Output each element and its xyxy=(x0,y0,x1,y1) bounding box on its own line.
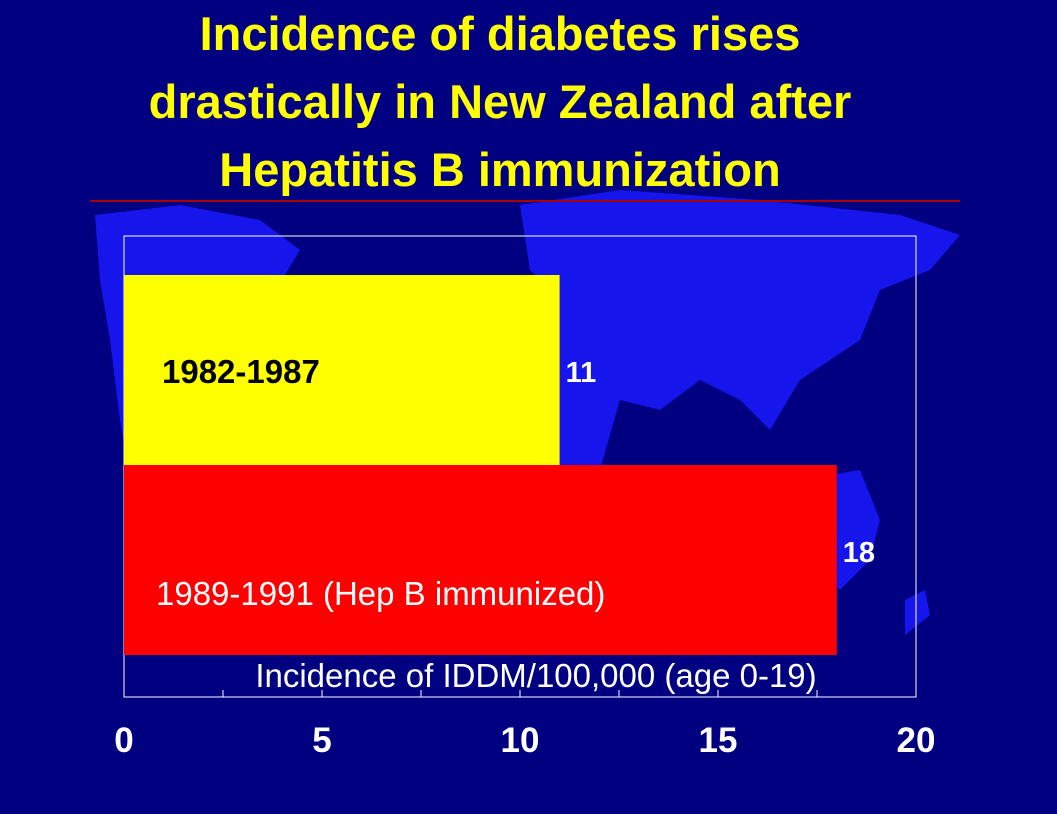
x-tick-label: 0 xyxy=(114,721,133,760)
x-tick-label: 5 xyxy=(312,721,331,760)
bar xyxy=(124,465,837,655)
x-axis-label: Incidence of IDDM/100,000 (age 0-19) xyxy=(255,657,816,694)
title-line-1: Incidence of diabetes rises xyxy=(199,7,801,60)
map-europe-asia xyxy=(520,190,960,430)
category-label: 1989-1991 (Hep B immunized) xyxy=(156,575,605,612)
x-tick-label: 10 xyxy=(501,721,540,760)
x-tick-label: 20 xyxy=(897,721,936,760)
map-new-zealand xyxy=(905,590,930,635)
title-line-2: drastically in New Zealand after xyxy=(148,75,852,128)
title-line-3: Hepatitis B immunization xyxy=(219,143,781,196)
data-label: 11 xyxy=(566,357,597,389)
bar xyxy=(124,275,560,465)
x-tick-label: 15 xyxy=(699,721,738,760)
slide-title: Incidence of diabetes rises drastically … xyxy=(0,0,1000,204)
data-label: 18 xyxy=(843,537,875,569)
category-label: 1982-1987 xyxy=(162,353,320,390)
